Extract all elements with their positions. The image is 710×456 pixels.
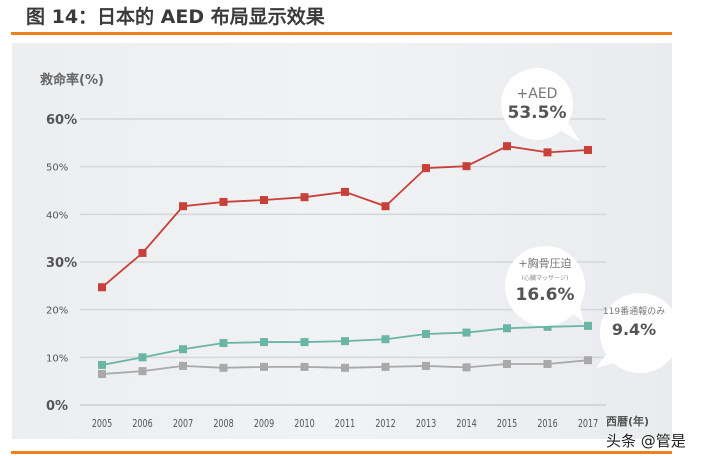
x-tick-label: 2010 [294,418,314,431]
data-point-2 [179,361,187,370]
data-point-2 [300,362,309,371]
data-point-2 [219,363,228,372]
x-tick-label: 2013 [416,418,436,431]
data-point-0 [300,193,309,202]
data-point-2 [381,362,390,371]
data-point-2 [260,362,268,371]
x-tick-label: 2015 [497,418,517,431]
data-point-0 [503,142,511,151]
data-point-0 [543,148,552,157]
data-point-2 [462,363,471,372]
y-tick-label: 30% [46,256,77,271]
x-tick-label: 2005 [92,418,112,431]
callout-tail [560,122,580,142]
data-point-0 [341,187,349,196]
data-point-2 [422,361,430,370]
callout-label: +胸骨圧迫 [518,256,571,270]
figure-title: 图 14：日本的 AED 布局显示效果 [26,6,325,28]
x-tick-label: 2007 [173,418,193,431]
callout-value: 53.5% [508,103,567,123]
data-point-1 [300,338,309,347]
data-point-2 [98,370,106,379]
callout-value: 9.4% [612,320,656,339]
x-axis-label: 西暦(年) [606,414,649,428]
y-tick-label: 50% [46,163,68,174]
y-tick-label: 20% [46,306,68,317]
data-point-1 [543,322,552,331]
callout-tail [570,300,584,322]
data-point-0 [260,196,268,205]
x-tick-label: 2006 [132,418,152,431]
data-point-0 [98,283,106,292]
callout-bubble [501,68,573,140]
data-point-0 [381,202,390,211]
callout-tail [596,352,618,368]
data-point-2 [503,360,511,369]
data-point-1 [260,338,268,347]
y-tick-label: 0% [46,399,68,414]
data-point-1 [462,328,471,337]
data-point-1 [219,339,228,348]
data-point-1 [381,335,390,344]
watermark: 头条 @管是 [606,432,686,450]
callout-bubble [600,293,680,373]
callout-label: +AED [517,86,558,102]
x-tick-label: 2014 [456,418,476,431]
data-point-0 [584,145,592,154]
data-point-0 [462,162,471,171]
top-divider [11,32,672,35]
data-point-0 [179,202,187,211]
y-axis-label: 救命率(%) [40,72,104,88]
bottom-divider [11,451,672,454]
data-point-1 [503,324,511,333]
y-tick-label: 40% [46,210,68,221]
y-tick-label: 60% [46,113,77,128]
data-point-2 [341,363,349,372]
x-tick-label: 2008 [213,418,233,431]
y-tick-label: 10% [46,353,68,364]
data-point-1 [138,353,147,362]
data-point-0 [422,164,430,173]
x-tick-label: 2012 [375,418,395,431]
data-point-1 [422,329,430,338]
data-point-0 [138,248,147,257]
series-line-1 [101,324,589,366]
x-tick-label: 2011 [335,418,355,431]
x-tick-label: 2017 [578,418,598,431]
data-point-1 [179,345,187,354]
data-point-0 [219,197,228,206]
data-point-2 [138,367,147,376]
callout-bubble [505,246,585,326]
x-tick-label: 2009 [254,418,274,431]
callout-sublabel: (心臓マッサージ) [522,274,569,282]
callout-value: 16.6% [516,285,575,305]
data-point-1 [98,360,106,369]
x-tick-label: 2016 [537,418,557,431]
data-point-1 [341,337,349,346]
data-point-2 [543,360,552,369]
callout-label: 119番通報のみ [603,305,665,317]
data-point-1 [584,321,592,330]
data-point-2 [584,356,592,365]
